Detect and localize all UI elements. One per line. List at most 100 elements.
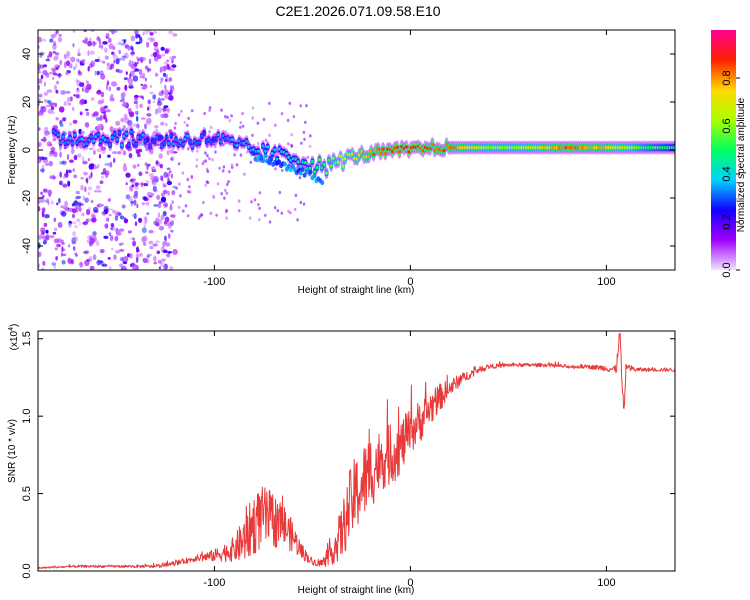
spectrogram-noise-point xyxy=(235,163,239,167)
spectrogram-noise-point xyxy=(58,33,62,37)
spectrogram-noise-point xyxy=(239,153,243,157)
spectrogram-noise-point xyxy=(125,182,128,186)
spectrogram-noise-point xyxy=(114,30,118,33)
spectrogram-noise-point xyxy=(89,63,93,69)
spectrogram-noise-point xyxy=(214,150,217,154)
spectrogram-noise-point xyxy=(121,267,128,270)
spectrogram-noise-point xyxy=(59,151,62,158)
spectrogram-noise-point xyxy=(230,114,233,118)
spectrogram-noise-point xyxy=(308,144,312,148)
spectrogram-noise-point xyxy=(38,78,43,84)
spectrogram-noise-point xyxy=(160,121,165,126)
spectrogram-noise-point xyxy=(208,130,211,134)
spectrogram-noise-point xyxy=(164,78,168,82)
spectrogram-noise-point xyxy=(71,221,77,224)
spectrogram-noise-point xyxy=(165,264,168,270)
spectrogram-noise-point xyxy=(63,61,67,69)
spectrogram-noise-point xyxy=(300,141,303,145)
spectrogram-noise-point xyxy=(81,59,86,64)
spectrogram-noise-point xyxy=(160,98,165,101)
spectrogram-noise-point xyxy=(274,167,277,171)
spectrogram-noise-point xyxy=(107,198,111,202)
spectrogram-marks xyxy=(38,30,675,270)
spectrogram-noise-point xyxy=(53,263,57,270)
spectrogram-noise-point xyxy=(268,220,272,224)
spectrogram-noise-point xyxy=(243,172,246,176)
spectrogram-noise-point xyxy=(288,101,292,105)
spectrogram-noise-point xyxy=(121,103,127,107)
spectrogram-noise-point xyxy=(59,119,63,126)
spectrogram-ridge-cell xyxy=(108,143,112,147)
spectrogram-ridge-cell xyxy=(251,151,256,157)
spectrogram-noise-point xyxy=(108,86,112,92)
spectrogram-noise-point xyxy=(128,62,131,67)
spectrogram-ridge-cell xyxy=(244,139,249,143)
spectrogram-noise-point xyxy=(66,54,71,60)
spectrogram-noise-point xyxy=(54,238,60,244)
spectrogram-noise-point xyxy=(82,250,88,255)
spectrogram-noise-point xyxy=(75,58,78,62)
spectrogram-noise-point xyxy=(171,190,176,196)
spectrogram-noise-point xyxy=(155,72,158,78)
spectrogram-ridge-cell xyxy=(269,156,274,162)
spectrogram-noise-point xyxy=(222,165,226,169)
spectrogram-noise-point xyxy=(88,207,91,211)
spectrogram-noise-point xyxy=(135,67,137,71)
spectrogram-y-tick-label: -40 xyxy=(21,238,33,254)
spectrogram-ridge-cell xyxy=(146,138,150,142)
spectrogram-noise-point xyxy=(40,191,43,195)
snr-series-line xyxy=(38,332,675,569)
spectrogram-noise-point xyxy=(169,149,175,154)
spectrogram-noise-point xyxy=(40,138,46,142)
spectrogram-noise-point xyxy=(104,223,109,229)
spectrogram-noise-point xyxy=(120,267,123,270)
spectrogram-noise-point xyxy=(72,43,75,48)
snr-x-tick-label: 0 xyxy=(407,577,413,589)
spectrogram-noise-point xyxy=(107,154,111,158)
spectrogram-noise-point xyxy=(256,121,260,125)
spectrogram-noise-point xyxy=(151,37,156,42)
spectrogram-noise-point xyxy=(127,108,132,113)
spectrogram-noise-point xyxy=(122,91,126,98)
spectrogram-noise-point xyxy=(142,72,146,80)
spectrogram-noise-point xyxy=(159,92,162,96)
spectrogram-noise-point xyxy=(143,241,147,246)
spectrogram-noise-point xyxy=(274,123,277,127)
spectrogram-noise-point xyxy=(98,203,104,207)
spectrogram-noise-point xyxy=(171,58,174,64)
spectrogram-noise-point xyxy=(72,106,75,112)
spectrogram-noise-point xyxy=(97,163,100,169)
spectrogram-noise-point xyxy=(153,204,159,207)
spectrogram-noise-point xyxy=(124,44,130,49)
spectrogram-noise-point xyxy=(195,164,198,168)
spectrogram-noise-point xyxy=(77,52,81,57)
spectrogram-noise-point xyxy=(141,57,147,61)
spectrogram-ridge-cell xyxy=(134,142,138,146)
spectrogram-noise-point xyxy=(58,72,61,79)
spectrogram-noise-point xyxy=(71,208,77,214)
spectrogram-ridge-cell xyxy=(303,161,307,165)
spectrogram-noise-point xyxy=(146,163,149,171)
spectrogram-noise-point xyxy=(173,126,176,130)
spectrogram-noise-point xyxy=(79,60,83,66)
spectrogram-ridge-cell xyxy=(430,142,434,146)
spectrogram-noise-point xyxy=(173,251,177,255)
spectrogram-noise-point xyxy=(60,239,64,245)
spectrogram-ridge-cell xyxy=(261,144,265,148)
spectrogram-noise-point xyxy=(55,52,60,56)
spectrogram-noise-point xyxy=(156,100,163,107)
spectrogram-ridge-cell xyxy=(148,144,152,148)
spectrogram-noise-point xyxy=(50,67,57,72)
spectrogram-noise-point xyxy=(166,79,170,83)
spectrogram-noise-point xyxy=(160,246,165,253)
spectrogram-noise-point xyxy=(206,169,210,173)
spectrogram-noise-point xyxy=(293,207,297,212)
spectrogram-noise-point xyxy=(160,214,165,220)
spectrogram-noise-point xyxy=(47,130,51,135)
spectrogram-noise-point xyxy=(132,240,137,247)
spectrogram-noise-point xyxy=(151,192,155,196)
spectrogram-noise-point xyxy=(131,213,135,217)
spectrogram-noise-point xyxy=(286,118,290,122)
spectrogram-noise-point xyxy=(147,253,152,257)
spectrogram-noise-point xyxy=(163,201,169,208)
